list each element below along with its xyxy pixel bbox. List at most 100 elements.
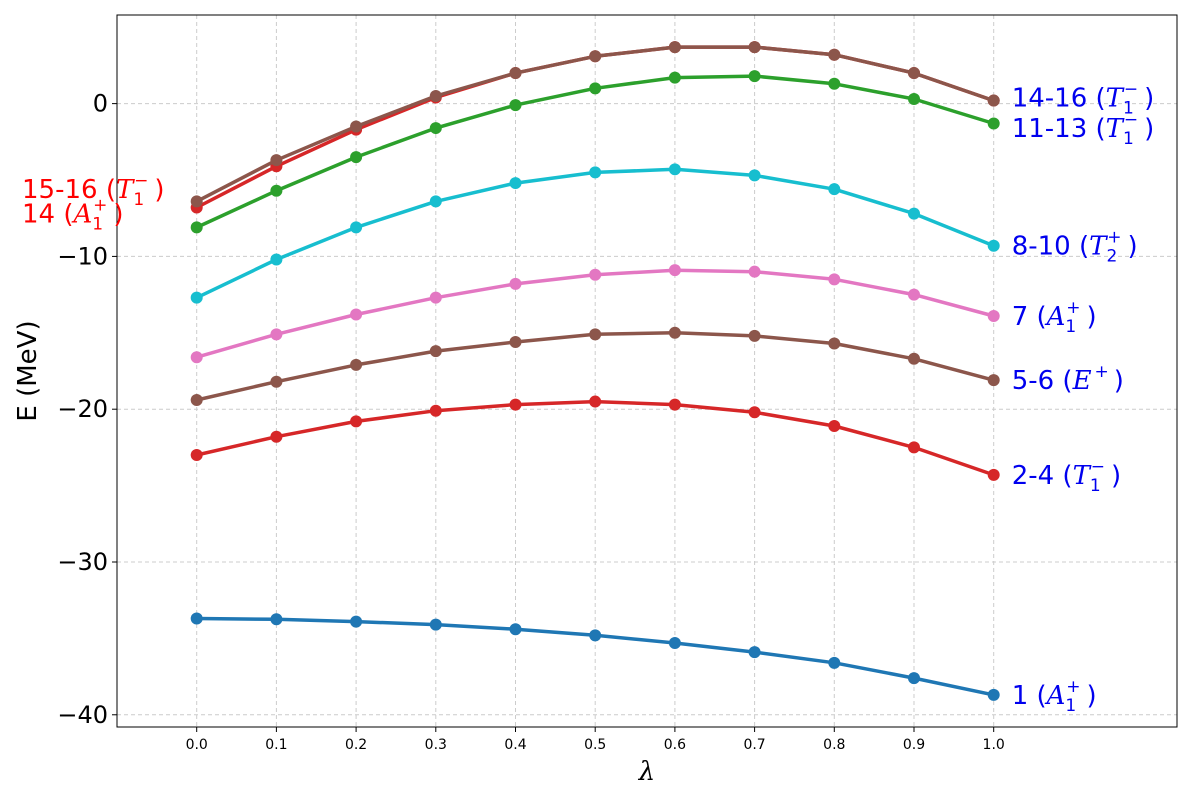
data-point: [668, 636, 681, 649]
y-tick-label: −40: [57, 701, 108, 729]
x-axis-label: λ: [638, 757, 655, 787]
data-point: [987, 468, 1000, 481]
grid: [117, 15, 1177, 727]
data-point: [907, 441, 920, 454]
label-suffix: ): [1087, 681, 1097, 711]
data-point: [748, 329, 761, 342]
data-point: [748, 41, 761, 54]
y-tick-label: −30: [57, 548, 108, 576]
series-group: [190, 41, 1000, 701]
data-point: [987, 688, 1000, 701]
label-subscript: 1: [1065, 317, 1076, 337]
x-tick-label: 0.0: [186, 737, 208, 753]
label-superscript: +: [1066, 677, 1080, 697]
label-prefix: 7 (: [1012, 302, 1047, 332]
label-a3: 5-6 (E +): [1012, 362, 1124, 396]
label-a4: 7 (A1+): [1012, 298, 1097, 337]
data-point: [589, 82, 602, 95]
label-a5: 8-10 (T2+): [1012, 228, 1138, 267]
data-point: [907, 288, 920, 301]
label-symbol: T: [1106, 84, 1125, 114]
label-prefix: 14 (: [22, 200, 74, 230]
data-point: [589, 328, 602, 341]
data-point: [270, 328, 283, 341]
data-point: [748, 265, 761, 278]
data-point: [828, 48, 841, 61]
data-point: [748, 169, 761, 182]
label-prefix: 15-16 (: [22, 175, 116, 205]
plot-frame: [116, 14, 1178, 728]
data-point: [190, 291, 203, 304]
y-axis-ticks: 0 −10 −20 −30 −40: [57, 90, 117, 729]
data-point: [270, 430, 283, 443]
label-a6: 11-13 (T1−): [1012, 110, 1155, 149]
data-point: [907, 352, 920, 365]
data-point: [350, 415, 363, 428]
data-point: [589, 629, 602, 642]
data-point: [748, 70, 761, 83]
data-point: [190, 351, 203, 364]
series-3: [190, 326, 1000, 407]
y-tick-label: 0: [93, 90, 108, 118]
label-superscript: −: [134, 171, 148, 191]
label-subscript: 1: [1065, 696, 1076, 716]
data-point: [907, 93, 920, 106]
x-tick-label: 0.4: [504, 737, 526, 753]
series-5: [190, 163, 1000, 304]
data-point: [668, 264, 681, 277]
label-prefix: 2-4 (: [1012, 461, 1073, 491]
label-subscript: 1: [92, 215, 103, 235]
label-suffix: ): [1144, 84, 1154, 114]
data-point: [509, 277, 522, 290]
data-point: [589, 395, 602, 408]
x-tick-label: 0.5: [584, 737, 606, 753]
label-superscript: +: [93, 196, 107, 216]
y-tick-label: −20: [57, 395, 108, 423]
data-point: [429, 618, 442, 631]
data-point: [907, 67, 920, 80]
data-point: [828, 183, 841, 196]
data-point: [270, 184, 283, 197]
annotations: 1 (A1+)2-4 (T1−)5-6 (E +)7 (A1+)8-10 (T2+…: [22, 80, 1154, 716]
series-8: [190, 41, 1000, 208]
data-point: [270, 154, 283, 167]
label-a2: 2-4 (T1−): [1012, 457, 1121, 496]
series-6: [190, 70, 1000, 234]
data-point: [350, 358, 363, 371]
data-point: [190, 612, 203, 625]
y-axis-label: E (MeV): [13, 320, 43, 421]
data-point: [509, 398, 522, 411]
label-suffix: ): [1128, 232, 1138, 262]
data-point: [190, 394, 203, 407]
label-symbol: E: [1072, 366, 1092, 396]
label-suffix: ): [1114, 366, 1124, 396]
data-point: [828, 337, 841, 350]
data-point: [828, 656, 841, 669]
data-point: [987, 117, 1000, 130]
label-a7: 14-16 (T1−): [1012, 80, 1155, 119]
data-point: [668, 71, 681, 84]
data-point: [907, 672, 920, 685]
data-point: [668, 41, 681, 54]
data-point: [828, 77, 841, 90]
data-point: [270, 613, 283, 626]
series-1: [190, 612, 1000, 701]
label-suffix: ): [1144, 114, 1154, 144]
label-symbol: T: [1106, 114, 1125, 144]
label-superscript: +: [1066, 298, 1080, 318]
data-point: [907, 207, 920, 220]
label-superscript: −: [1124, 80, 1138, 100]
label-superscript: +: [1107, 228, 1121, 248]
data-point: [589, 268, 602, 281]
label-superscript: +: [1095, 362, 1109, 382]
data-point: [987, 309, 1000, 322]
label-subscript: 1: [1123, 99, 1134, 119]
data-point: [429, 122, 442, 135]
x-tick-label: 0.6: [664, 737, 686, 753]
x-tick-label: 0.7: [743, 737, 765, 753]
data-point: [987, 94, 1000, 107]
label-prefix: 11-13 (: [1012, 114, 1106, 144]
label-superscript: −: [1091, 457, 1105, 477]
data-point: [190, 449, 203, 462]
